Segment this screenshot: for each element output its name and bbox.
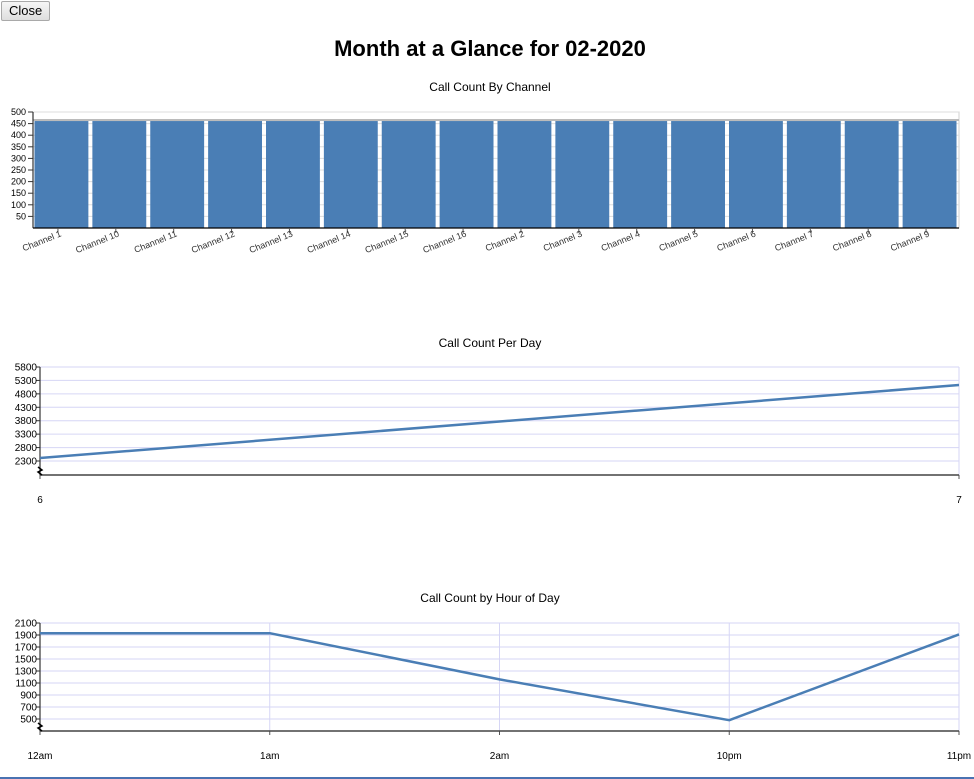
y-tick-label: 1500 [15, 655, 38, 666]
bar[interactable] [844, 121, 899, 228]
series-line[interactable] [40, 631, 960, 722]
y-tick-label: 350 [11, 142, 26, 152]
bar[interactable] [555, 121, 610, 228]
bar[interactable] [497, 121, 552, 228]
x-tick-label: 10pm [717, 751, 742, 762]
bar[interactable] [902, 121, 957, 228]
y-tick-label: 500 [11, 107, 26, 117]
y-tick-label: 2300 [15, 457, 38, 468]
y-tick-label: 300 [11, 153, 26, 163]
bar[interactable] [92, 121, 147, 228]
y-tick-label: 4300 [15, 403, 38, 414]
chart-title-by-hour: Call Count by Hour of Day [420, 591, 560, 605]
chart-title-per-day: Call Count Per Day [438, 336, 542, 350]
close-button[interactable]: Close [1, 1, 51, 21]
y-tick-label: 150 [11, 188, 26, 198]
bar[interactable] [323, 121, 378, 228]
y-tick-label: 4800 [15, 389, 38, 400]
y-tick-label: 5800 [15, 363, 38, 374]
bar[interactable] [34, 121, 89, 228]
y-tick-label: 3300 [15, 430, 38, 441]
y-tick-label: 3800 [15, 416, 38, 427]
y-tick-label: 5300 [15, 376, 38, 387]
x-tick-label: 11pm [947, 751, 971, 762]
x-tick-label: 1am [260, 751, 279, 762]
bar[interactable] [786, 121, 841, 228]
y-tick-label: 700 [20, 703, 37, 714]
bar[interactable] [381, 121, 436, 228]
y-tick-label: 900 [20, 691, 37, 702]
bottom-border [0, 777, 974, 779]
y-tick-label: 2100 [15, 619, 38, 630]
bar[interactable] [208, 121, 262, 228]
y-tick-label: 50 [16, 211, 26, 221]
y-tick-label: 500 [20, 715, 37, 726]
y-tick-label: 1900 [15, 631, 38, 642]
line-chart-call-count-per-day: 2300 2800 3300 3800 4300 4800 5300 5800 6 7 [15, 363, 962, 507]
bar[interactable] [150, 121, 205, 228]
axis-break-icon [36, 722, 44, 732]
axis-break-icon [36, 466, 44, 476]
bar[interactable] [671, 121, 725, 228]
y-tick-label: 250 [11, 165, 26, 175]
bar[interactable] [613, 121, 668, 228]
bar[interactable] [266, 121, 320, 228]
bar[interactable] [729, 121, 783, 228]
page-title: Month at a Glance for 02-2020 [334, 36, 646, 61]
y-tick-label: 100 [11, 200, 26, 210]
chart-title-by-channel: Call Count By Channel [429, 80, 551, 94]
series-line[interactable] [39, 383, 960, 460]
y-tick-label: 450 [11, 119, 26, 129]
y-tick-label: 400 [11, 130, 26, 140]
y-tick-label: 1700 [15, 643, 38, 654]
y-tick-label: 1300 [15, 667, 38, 678]
x-tick-label: 7 [956, 495, 962, 506]
x-tick-label: 12am [27, 751, 52, 762]
y-tick-label: 200 [11, 177, 26, 187]
y-tick-label: 2800 [15, 443, 38, 454]
x-tick-label: 6 [37, 495, 43, 506]
bar[interactable] [439, 121, 494, 228]
x-tick-label: 2am [490, 751, 509, 762]
y-tick-label: 1100 [15, 679, 37, 690]
